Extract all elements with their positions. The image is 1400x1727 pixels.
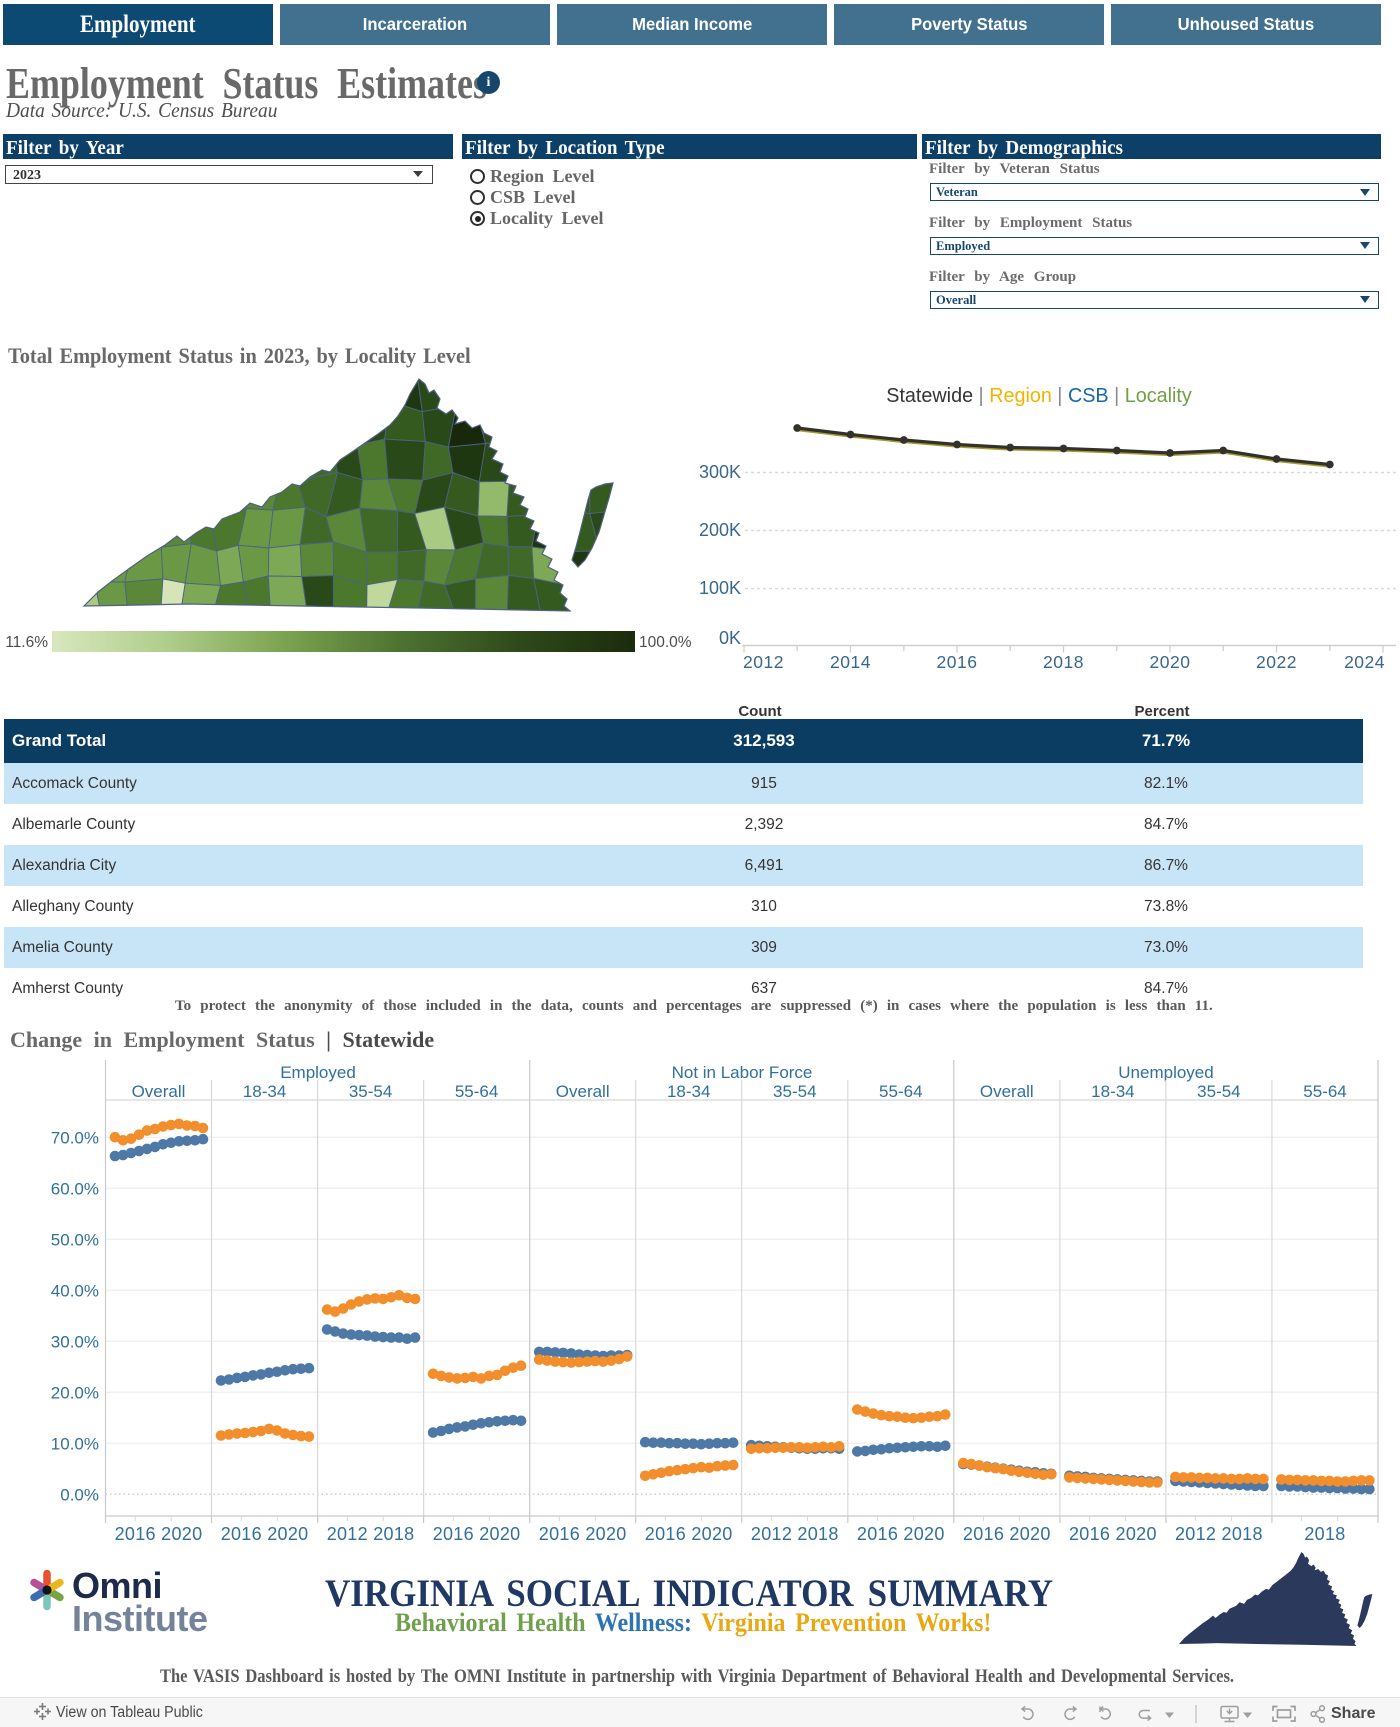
svg-text:2016 2020: 2016 2020 — [1069, 1524, 1157, 1544]
svg-text:35-54: 35-54 — [773, 1082, 816, 1101]
svg-text:2018: 2018 — [1043, 652, 1084, 672]
svg-text:30.0%: 30.0% — [51, 1333, 99, 1352]
svg-text:Overall: Overall — [980, 1082, 1034, 1101]
svg-text:0.0%: 0.0% — [60, 1486, 99, 1505]
svg-text:2012 2018: 2012 2018 — [1175, 1524, 1263, 1544]
svg-text:100K: 100K — [699, 578, 741, 598]
svg-text:20.0%: 20.0% — [51, 1384, 99, 1403]
svg-text:70.0%: 70.0% — [51, 1129, 99, 1148]
svg-text:2014: 2014 — [830, 652, 871, 672]
svg-text:Overall: Overall — [556, 1082, 610, 1101]
svg-text:300K: 300K — [699, 462, 741, 482]
svg-text:2012 2018: 2012 2018 — [751, 1524, 839, 1544]
svg-text:2018: 2018 — [1304, 1524, 1345, 1544]
svg-text:18-34: 18-34 — [667, 1082, 710, 1101]
svg-text:35-54: 35-54 — [349, 1082, 392, 1101]
svg-text:35-54: 35-54 — [1197, 1082, 1240, 1101]
svg-text:2016 2020: 2016 2020 — [963, 1524, 1051, 1544]
svg-text:55-64: 55-64 — [455, 1082, 498, 1101]
svg-text:2016 2020: 2016 2020 — [115, 1524, 203, 1544]
svg-text:2024: 2024 — [1344, 652, 1385, 672]
svg-text:2012: 2012 — [743, 652, 784, 672]
svg-text:18-34: 18-34 — [243, 1082, 286, 1101]
svg-text:Statewide | Region | CSB | Loc: Statewide | Region | CSB | Locality — [886, 385, 1192, 407]
svg-text:2016 2020: 2016 2020 — [645, 1524, 733, 1544]
svg-text:2016 2020: 2016 2020 — [433, 1524, 521, 1544]
svg-text:60.0%: 60.0% — [51, 1180, 99, 1199]
svg-text:2016: 2016 — [937, 652, 978, 672]
svg-text:55-64: 55-64 — [879, 1082, 922, 1101]
svg-text:Not in Labor Force: Not in Labor Force — [672, 1063, 813, 1082]
svg-text:55-64: 55-64 — [1303, 1082, 1346, 1101]
svg-text:Unemployed: Unemployed — [1118, 1063, 1213, 1082]
svg-text:2016 2020: 2016 2020 — [857, 1524, 945, 1544]
svg-text:0K: 0K — [719, 628, 741, 648]
svg-text:18-34: 18-34 — [1091, 1082, 1134, 1101]
svg-text:2016 2020: 2016 2020 — [221, 1524, 309, 1544]
svg-text:2020: 2020 — [1150, 652, 1191, 672]
svg-text:50.0%: 50.0% — [51, 1231, 99, 1250]
svg-text:40.0%: 40.0% — [51, 1282, 99, 1301]
svg-text:2022: 2022 — [1256, 652, 1297, 672]
svg-text:200K: 200K — [699, 520, 741, 540]
svg-text:Employed: Employed — [280, 1063, 356, 1082]
svg-text:2012 2018: 2012 2018 — [327, 1524, 415, 1544]
svg-text:10.0%: 10.0% — [51, 1435, 99, 1454]
svg-text:Overall: Overall — [132, 1082, 186, 1101]
svg-text:2016 2020: 2016 2020 — [539, 1524, 627, 1544]
